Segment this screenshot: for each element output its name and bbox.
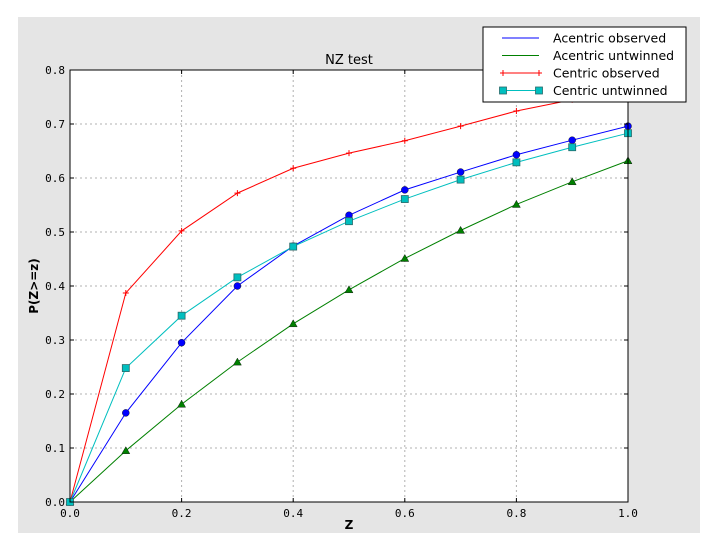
x-tick-label: 0.4 (283, 507, 303, 520)
y-axis-label: P(Z>=z) (27, 258, 41, 314)
data-point-triangle (233, 357, 242, 366)
data-point-square (289, 242, 298, 251)
y-tick-label: 0.3 (45, 334, 65, 347)
legend-entry: Acentric untwinned (502, 48, 674, 63)
data-point-square (512, 158, 521, 167)
data-point-circle (177, 339, 186, 347)
data-point-square (177, 311, 186, 320)
data-point-circle (456, 168, 465, 176)
data-point-triangle (567, 177, 577, 185)
data-point-square (499, 86, 507, 95)
data-point-plus (290, 165, 297, 172)
legend-entry: Centric untwinned (499, 83, 668, 98)
data-point-plus (401, 137, 408, 144)
data-point-triangle (288, 319, 298, 327)
y-tick-label: 0.4 (45, 280, 65, 293)
data-point-triangle (344, 285, 354, 293)
x-tick-label: 0.0 (60, 507, 80, 520)
x-tick-label: 0.2 (172, 507, 192, 520)
data-point-triangle (456, 225, 465, 234)
data-point-circle (568, 136, 576, 144)
data-point-circle (401, 186, 409, 194)
data-point-triangle (512, 200, 521, 208)
data-point-triangle (400, 254, 410, 262)
legend-entry: Centric observed (500, 66, 660, 81)
data-point-square (121, 364, 130, 372)
data-point-plus (513, 108, 520, 115)
data-point-plus (457, 123, 464, 130)
data-point-plus (234, 190, 241, 197)
legend-label: Centric observed (553, 66, 660, 81)
y-tick-label: 0.6 (45, 172, 65, 185)
data-point-square (233, 273, 242, 282)
data-point-square (345, 217, 353, 226)
data-point-circle (512, 151, 521, 159)
legend-box (482, 26, 687, 103)
legend-entry: Acentric observed (502, 31, 666, 46)
legend-label: Acentric observed (553, 31, 666, 46)
x-axis-label: Z (345, 518, 354, 532)
y-tick-label: 0.7 (45, 118, 65, 131)
x-tick-label: 0.6 (395, 507, 415, 520)
x-tick-label: 0.8 (506, 507, 526, 520)
data-point-square (456, 175, 465, 184)
data-point-square (535, 86, 543, 95)
chart-title: NZ test (325, 53, 373, 68)
data-point-plus (500, 70, 506, 76)
data-point-square (568, 143, 577, 152)
data-point-triangle (177, 399, 186, 408)
legend: Acentric observed Acentric untwinned Centr… (482, 26, 687, 103)
legend-label: Acentric untwinned (553, 48, 674, 63)
y-tick-label: 0.5 (45, 226, 65, 239)
data-point-plus (122, 290, 129, 297)
x-tick-label: 1.0 (618, 507, 638, 520)
legend-label: Centric untwinned (553, 83, 668, 98)
data-point-square (400, 195, 409, 203)
data-point-triangle (121, 446, 131, 454)
y-tick-label: 0.0 (45, 496, 65, 509)
data-point-plus (346, 150, 352, 157)
data-point-circle (122, 409, 130, 417)
y-tick-label: 0.1 (45, 442, 65, 455)
data-point-plus (536, 70, 542, 76)
y-tick-label: 0.2 (45, 388, 65, 401)
data-point-plus (178, 227, 185, 234)
y-tick-label: 0.8 (45, 64, 65, 77)
data-point-circle (233, 282, 242, 290)
